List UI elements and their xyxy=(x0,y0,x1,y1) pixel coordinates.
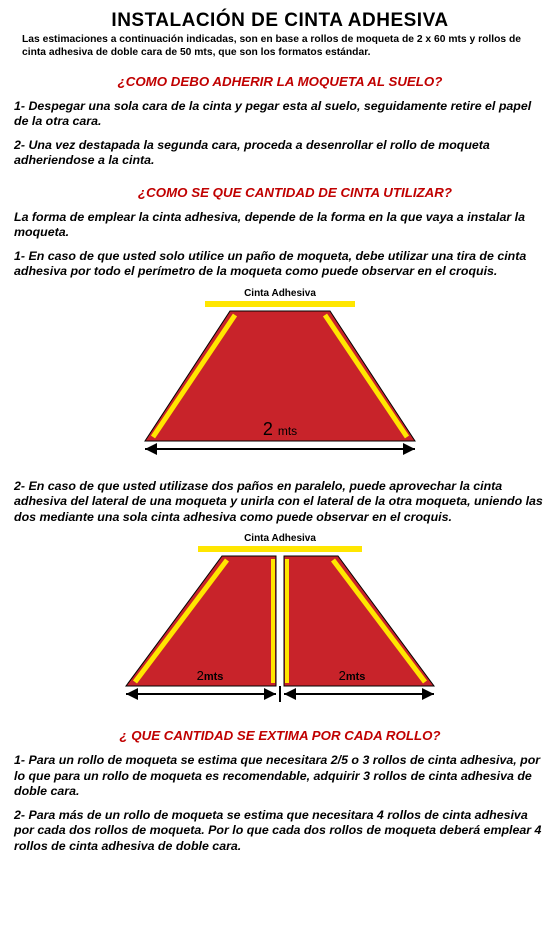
answer-1-1: 1- Despegar una sola cara de la cinta y … xyxy=(14,99,546,130)
answer-1-2: 2- Una vez destapada la segunda cara, pr… xyxy=(14,138,546,169)
answer-2-intro: La forma de emplear la cinta adhesiva, d… xyxy=(14,210,546,241)
answer-3-1: 1- Para un rollo de moqueta se estima qu… xyxy=(14,753,546,800)
answer-3-2: 2- Para más de un rollo de moqueta se es… xyxy=(14,808,546,855)
answer-2-2: 2- En caso de que usted utilizase dos pa… xyxy=(14,479,546,526)
svg-text:2mts: 2mts xyxy=(339,668,366,683)
svg-text:2mts: 2mts xyxy=(197,668,224,683)
question-1: ¿COMO DEBO ADHERIR LA MOQUETA AL SUELO? xyxy=(14,74,546,89)
question-2: ¿COMO SE QUE CANTIDAD DE CINTA UTILIZAR? xyxy=(14,185,546,200)
question-3: ¿ QUE CANTIDAD SE EXTIMA POR CADA ROLLO? xyxy=(14,728,546,743)
diagram-single-carpet: 2 mts xyxy=(95,301,465,466)
subtitle: Las estimaciones a continuación indicada… xyxy=(14,34,546,60)
diagram-double-carpet: 2mts 2mts xyxy=(90,546,470,711)
page-title: INSTALACIÓN DE CINTA ADHESIVA xyxy=(14,10,546,32)
diagram1-tape-label: Cinta Adhesiva xyxy=(14,288,546,299)
answer-2-1: 1- En caso de que usted solo utilice un … xyxy=(14,249,546,280)
diagram2-tape-label: Cinta Adhesiva xyxy=(14,533,546,544)
